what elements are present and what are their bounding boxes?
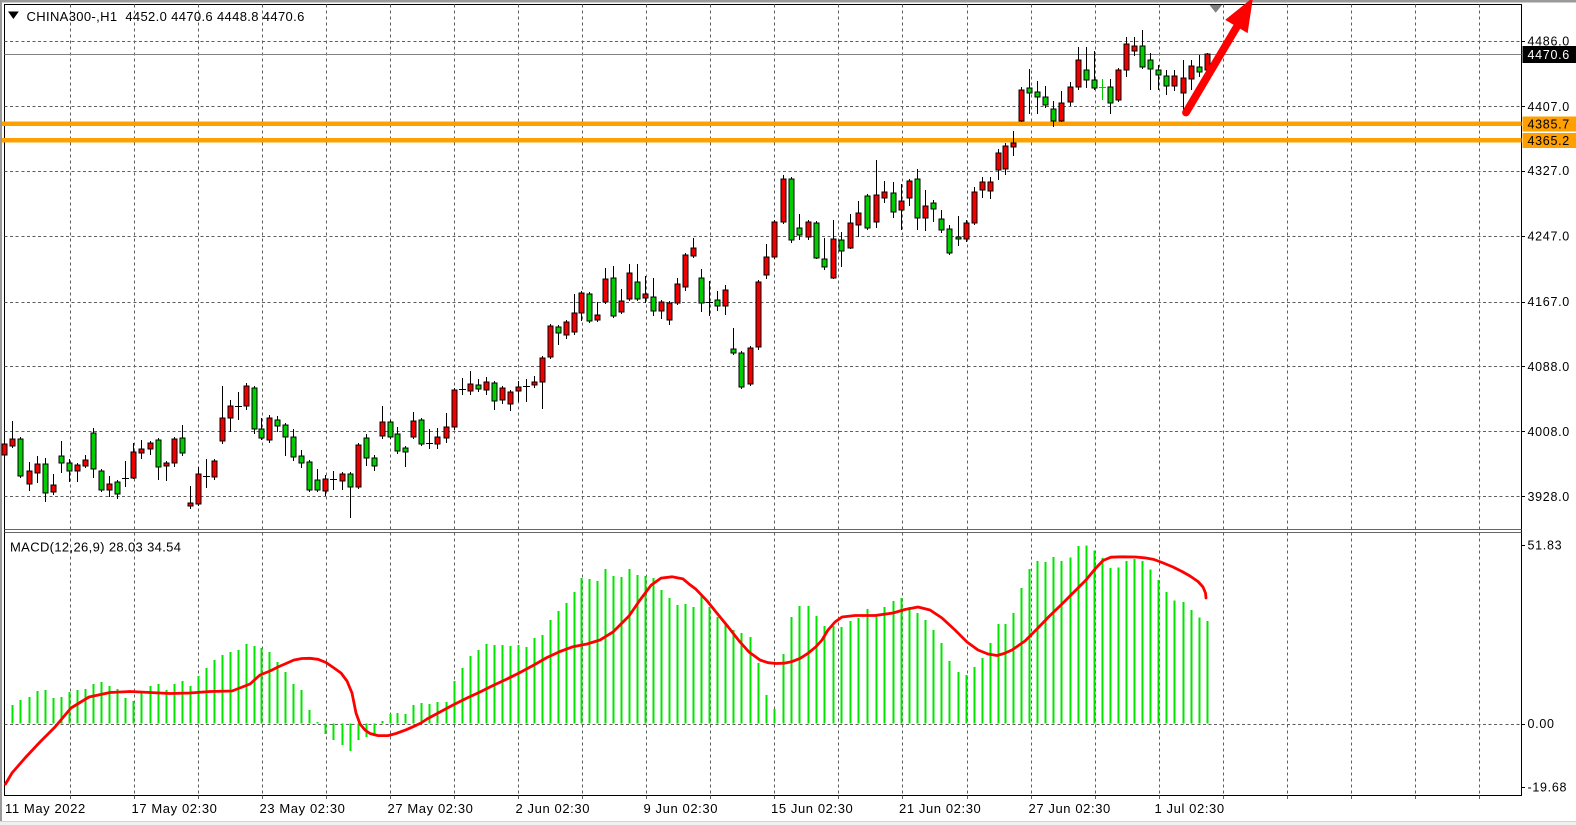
svg-text:4088.0: 4088.0 — [1528, 360, 1570, 374]
svg-text:4167.0: 4167.0 — [1528, 295, 1570, 309]
svg-text:21 Jun 02:30: 21 Jun 02:30 — [899, 801, 981, 816]
svg-text:4486.0: 4486.0 — [1528, 35, 1570, 49]
svg-text:27 May 02:30: 27 May 02:30 — [388, 801, 474, 816]
svg-text:-19.68: -19.68 — [1528, 781, 1568, 795]
svg-text:17 May 02:30: 17 May 02:30 — [132, 801, 218, 816]
svg-text:2 Jun 02:30: 2 Jun 02:30 — [516, 801, 591, 816]
svg-text:4407.0: 4407.0 — [1528, 100, 1570, 114]
svg-text:11 May 2022: 11 May 2022 — [5, 801, 86, 816]
svg-text:4385.7: 4385.7 — [1528, 118, 1570, 132]
svg-text:27 Jun 02:30: 27 Jun 02:30 — [1029, 801, 1111, 816]
svg-text:4008.0: 4008.0 — [1528, 425, 1570, 439]
svg-text:4365.2: 4365.2 — [1528, 134, 1570, 148]
svg-text:4470.6: 4470.6 — [1528, 48, 1570, 62]
svg-text:3928.0: 3928.0 — [1528, 490, 1570, 504]
svg-text:MACD(12,26,9) 28.03 34.54: MACD(12,26,9) 28.03 34.54 — [10, 540, 181, 555]
svg-text:9 Jun 02:30: 9 Jun 02:30 — [644, 801, 719, 816]
svg-text:0.00: 0.00 — [1528, 717, 1555, 731]
svg-text:4247.0: 4247.0 — [1528, 229, 1570, 243]
svg-text:15 Jun 02:30: 15 Jun 02:30 — [771, 801, 853, 816]
svg-text:51.83: 51.83 — [1528, 539, 1563, 553]
svg-text:1 Jul 02:30: 1 Jul 02:30 — [1155, 801, 1225, 816]
svg-text:CHINA300-,H1 4452.0 4470.6 44: CHINA300-,H1 4452.0 4470.6 4448.8 4470.6 — [27, 9, 305, 24]
svg-text:23 May 02:30: 23 May 02:30 — [260, 801, 346, 816]
svg-text:4327.0: 4327.0 — [1528, 164, 1570, 178]
